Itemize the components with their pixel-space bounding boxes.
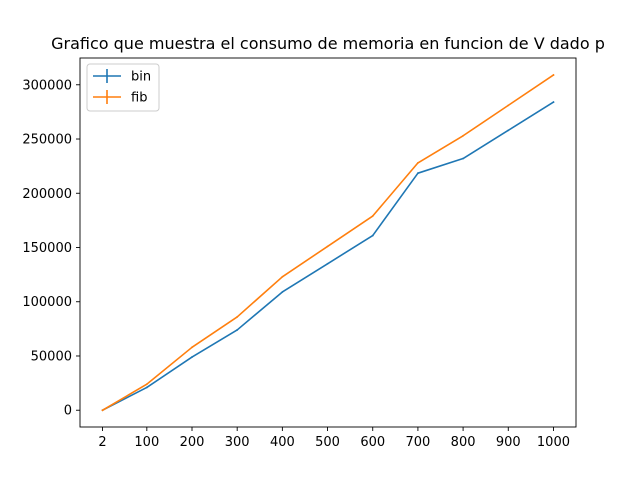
x-tick-label: 300 (225, 435, 250, 450)
data-point-fib-10 (552, 74, 555, 76)
y-tick-label: 150000 (22, 241, 72, 256)
data-point-bin-4 (281, 291, 284, 293)
series-layer (101, 73, 555, 412)
x-tick-label: 400 (270, 435, 295, 450)
x-tick-label: 900 (496, 435, 521, 450)
data-point-fib-1 (145, 383, 148, 386)
y-tick-label: 50000 (31, 349, 72, 364)
data-point-fib-6 (371, 215, 374, 217)
data-point-bin-10 (552, 101, 555, 104)
y-tick-label: 0 (64, 404, 72, 419)
data-point-fib-7 (417, 161, 419, 164)
data-point-fib-5 (326, 245, 329, 248)
data-point-bin-8 (462, 157, 464, 160)
data-point-fib-8 (462, 134, 464, 137)
x-tick-label: 500 (315, 435, 340, 450)
data-point-fib-0 (101, 409, 104, 412)
x-tick-label: 100 (134, 435, 159, 450)
data-point-bin-7 (417, 172, 419, 175)
data-point-bin-3 (236, 329, 239, 331)
data-point-fib-3 (236, 316, 239, 318)
x-tick-label: 200 (180, 435, 205, 450)
legend-label-bin: bin (131, 70, 151, 85)
data-point-bin-9 (507, 129, 510, 132)
data-point-bin-1 (145, 386, 148, 389)
data-point-fib-2 (191, 346, 193, 349)
x-tick-label: 2 (98, 435, 106, 450)
plot-frame (79, 57, 577, 428)
x-tick-label: 800 (451, 435, 476, 450)
x-tick-label: 700 (405, 435, 430, 450)
data-point-bin-5 (326, 262, 329, 265)
y-tick-label: 200000 (22, 187, 72, 202)
y-tick-label: 250000 (22, 133, 72, 148)
data-point-fib-4 (281, 275, 284, 278)
chart-title: Grafico que muestra el consumo de memori… (51, 34, 605, 53)
x-tick-label: 1000 (537, 435, 570, 450)
data-point-bin-2 (191, 356, 193, 358)
data-point-fib-9 (507, 104, 510, 107)
y-tick-label: 300000 (22, 78, 72, 93)
legend: bin fib (86, 63, 160, 112)
axes-layer: 2 100 200 300 400 500 600 700 800 900 1000 0 50000 10… (22, 57, 577, 450)
legend-label-fib: fib (131, 91, 147, 106)
x-tick-label: 600 (360, 435, 385, 450)
y-tick-label: 100000 (22, 295, 72, 310)
data-point-bin-6 (371, 234, 374, 237)
